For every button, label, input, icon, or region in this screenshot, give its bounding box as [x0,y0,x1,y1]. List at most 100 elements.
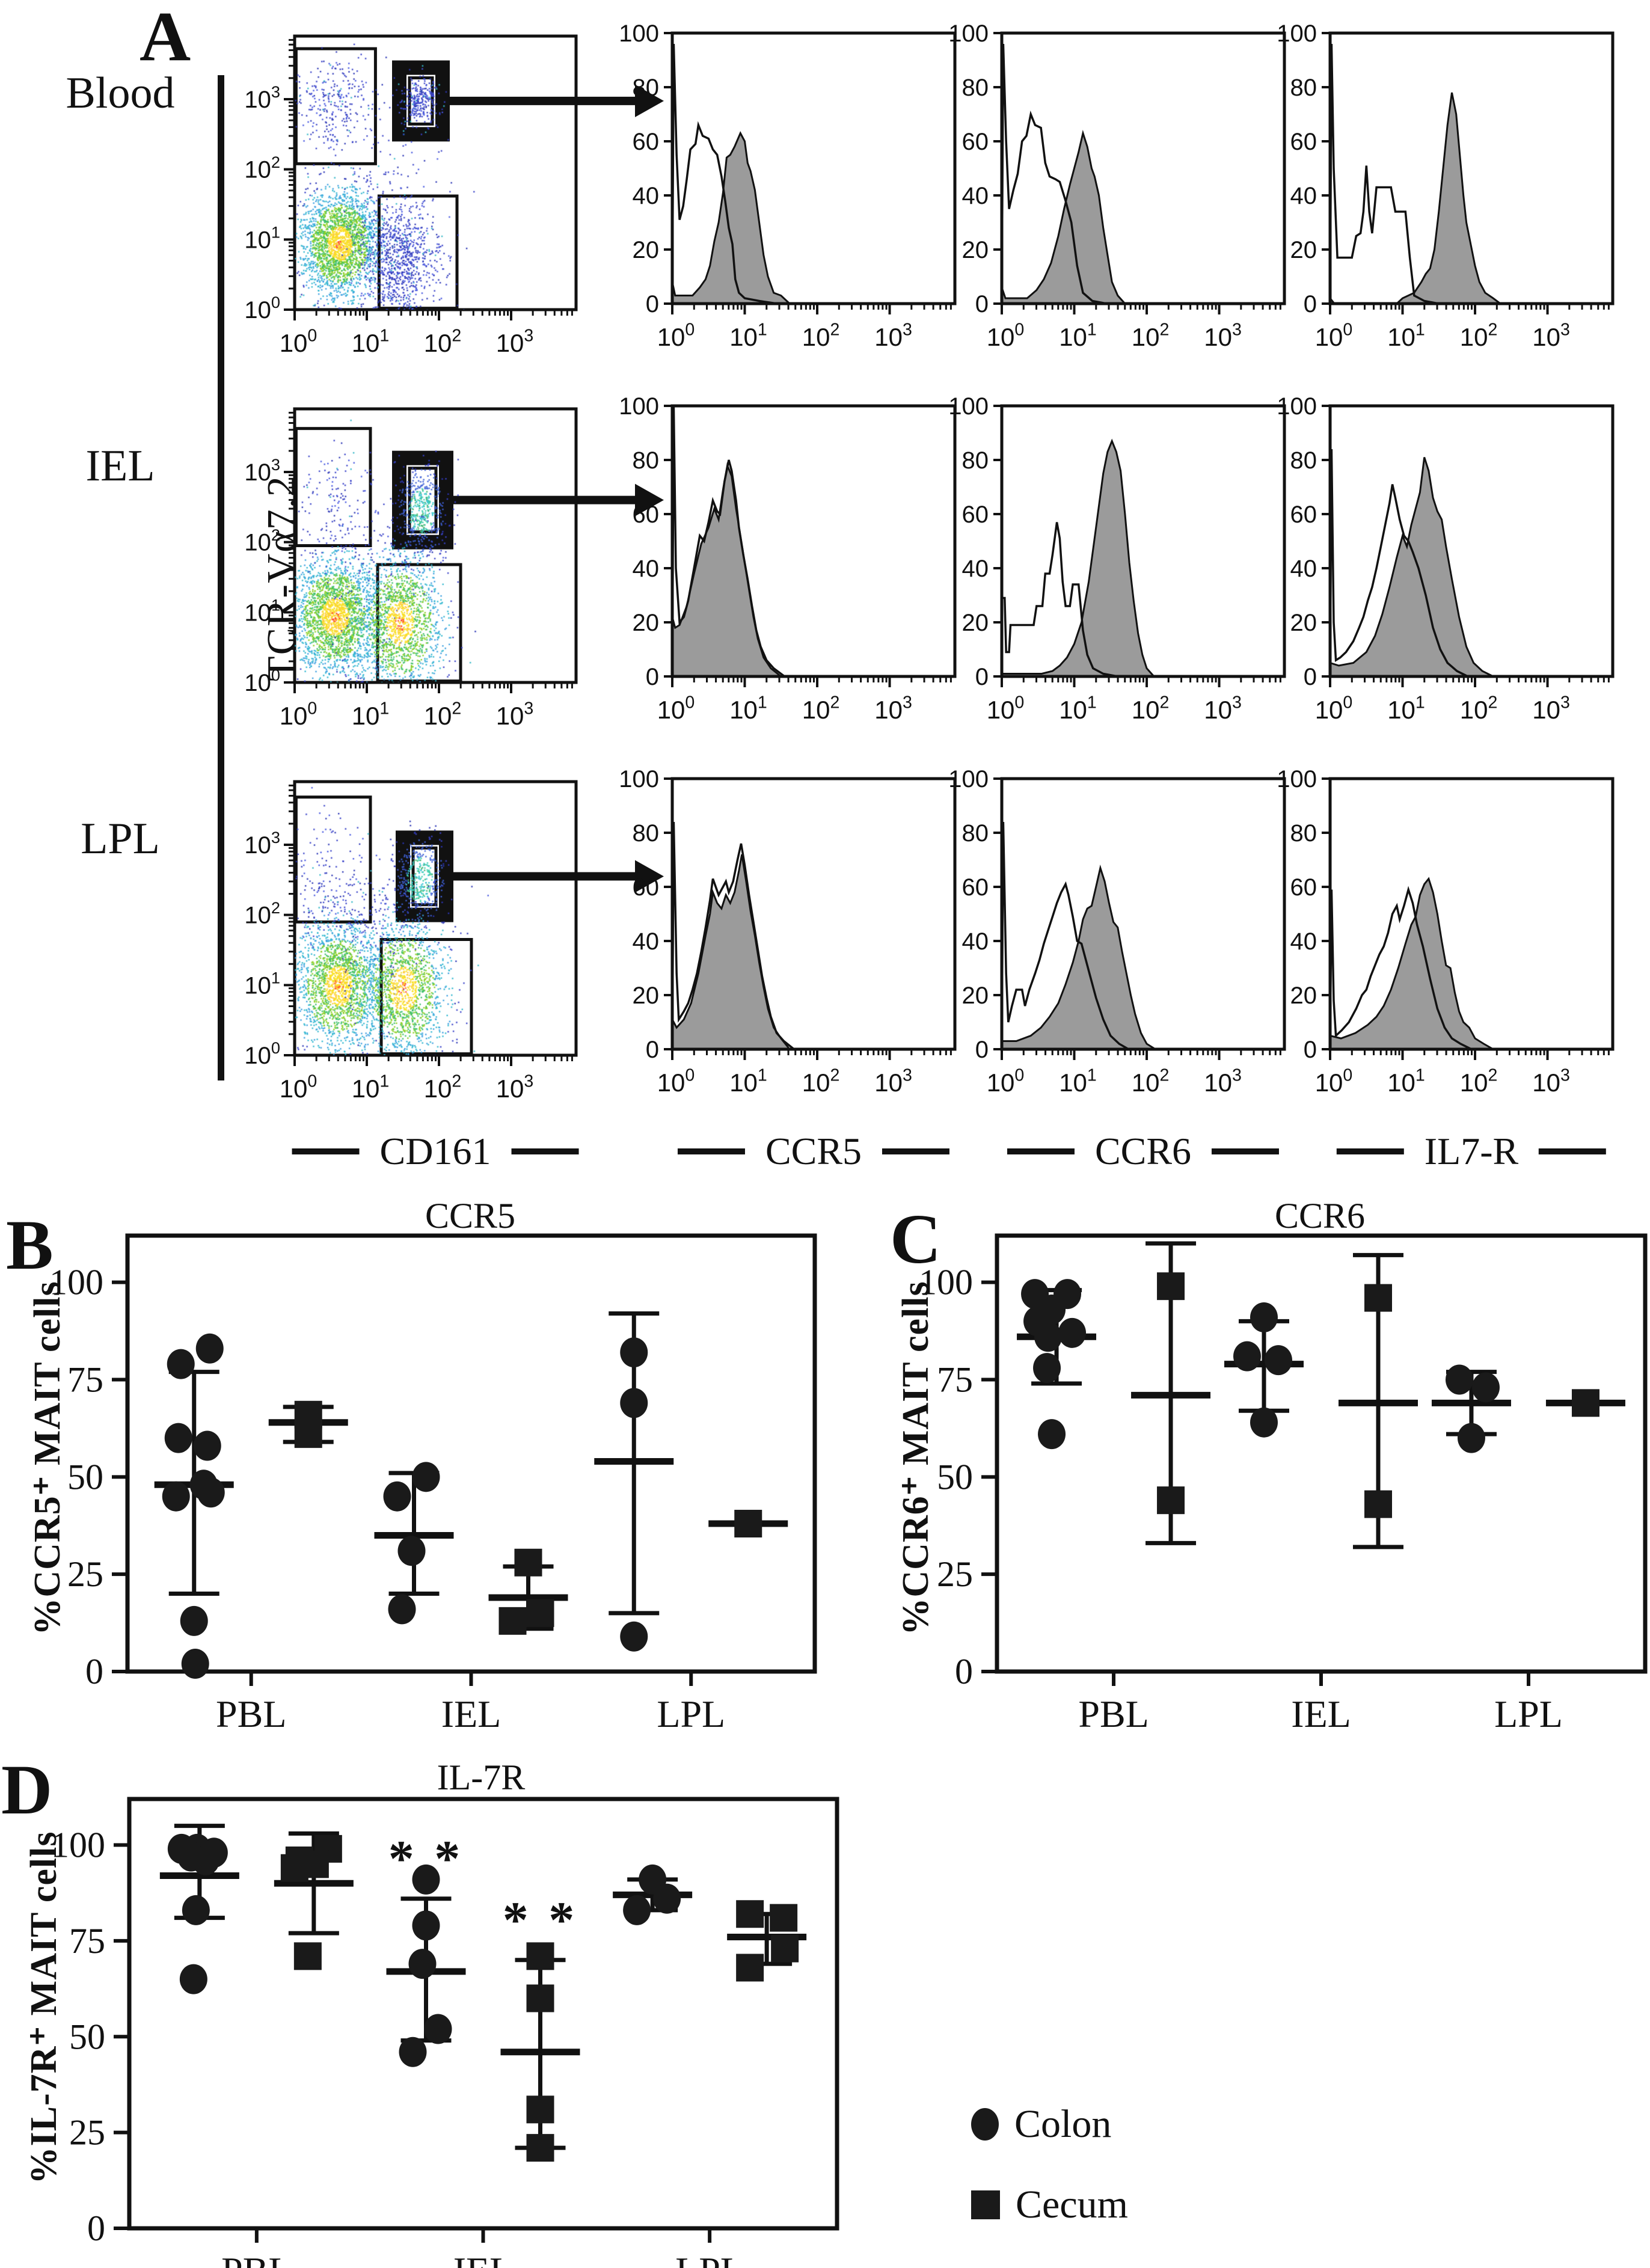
panels-b-c-plot: 0 25 50 75 100 PBL IEL LPL 0 25 50 75 100 PBL IEL LPL [49,1233,1648,1735]
svg-text:102: 102 [1460,1065,1498,1097]
hist-lpl-il7r-open [1329,886,1472,1050]
data-point-circle [1471,1372,1500,1403]
legend-item-cecum: Cecum [971,2182,1128,2228]
data-point-circle [1457,1423,1485,1453]
svg-text:102: 102 [802,1065,840,1097]
hist-lpl-ccr6-frame [1000,777,1286,1051]
x-category-pbl: PBL [221,2249,292,2268]
data-point-circle [164,1423,192,1453]
x-category-lpl: LPL [675,2249,744,2268]
hist-lpl-il7r-filled [1329,877,1497,1050]
svg-text:40: 40 [962,183,989,209]
svg-text:102: 102 [1132,693,1170,724]
svg-text:80: 80 [1290,75,1317,101]
hist-lpl-ccr5-x-axis: 100 101 102 103 [657,1049,952,1097]
svg-text:102: 102 [424,326,462,357]
data-point-circle [399,2037,427,2067]
hist-blood-ccr5-x-axis: 100 101 102 103 [657,304,952,351]
dot-x-axis-blood: 100 101 102 103 [280,310,573,357]
dash-right [511,1148,579,1154]
svg-text:101: 101 [1387,693,1425,724]
hist-iel-il7r-frame [1328,404,1615,678]
svg-text:40: 40 [1290,183,1317,209]
hist-blood-ccr5-open [671,43,777,305]
series-lpl-cecum [1545,1389,1625,1417]
svg-text:100: 100 [244,1038,280,1069]
svg-text:103: 103 [874,693,912,724]
y-tick-100: 100 [919,1263,973,1302]
svg-text:102: 102 [802,693,840,724]
data-point-square [526,2134,554,2162]
panel-d-group: 0 25 50 75 100 PBL IEL LPL * * * * [51,1797,839,2268]
svg-text:101: 101 [244,223,280,254]
y-tick-100: 100 [49,1263,103,1302]
data-point-circle [1250,1302,1278,1332]
series-pbl-cecum [274,1831,354,1970]
panel-c-letter: C [890,1200,942,1278]
panel-c-title: CCR6 [1274,1196,1366,1236]
hist-iel-ccr5-filled [671,462,784,678]
data-point-circle [1445,1364,1473,1395]
svg-text:100: 100 [619,20,659,47]
svg-text:103: 103 [244,455,280,486]
data-point-square [1364,1490,1392,1518]
hist-iel-il7r-x-axis: 100 101 102 103 [1315,676,1610,724]
svg-text:101: 101 [729,693,767,724]
panel-b-title: CCR5 [425,1196,516,1236]
y-tick-25: 25 [67,1554,103,1594]
data-point-square [526,1942,554,1970]
hist-iel-ccr6-x-axis: 100 101 102 103 [987,676,1281,724]
svg-text:100: 100 [1277,20,1317,47]
series-lpl-cecum [727,1900,807,1982]
svg-text:100: 100 [657,693,695,724]
hist-lpl-ccr6: 0 20 40 60 80 100 100 101 102 103 [948,766,1286,1097]
svg-text:20: 20 [962,982,989,1009]
svg-text:102: 102 [1132,320,1170,351]
dash-right [1539,1148,1607,1154]
data-point-square [736,1900,764,1928]
arrow-head-iel [635,483,664,516]
series-iel-colon [374,1462,454,1625]
svg-text:101: 101 [729,320,767,351]
svg-text:100: 100 [1315,1065,1353,1097]
y-tick-75: 75 [69,1921,105,1961]
y-tick-0: 0 [85,1652,103,1691]
data-point-circle [180,1605,208,1636]
data-point-circle [1038,1419,1066,1450]
legend: Colon Cecum [971,2101,1128,2263]
svg-text:101: 101 [1387,320,1425,351]
svg-text:102: 102 [424,1071,462,1103]
significance-marker: * * [503,1891,578,1949]
svg-text:101: 101 [244,969,280,999]
svg-text:101: 101 [352,326,390,357]
svg-text:103: 103 [874,1065,912,1097]
row-label-iel: IEL [85,441,155,491]
svg-text:80: 80 [962,820,989,847]
y-tick-0: 0 [955,1652,973,1691]
svg-text:0: 0 [1304,664,1317,690]
svg-text:100: 100 [1315,693,1353,724]
svg-text:20: 20 [633,237,660,263]
data-point-square [1157,1486,1185,1515]
svg-text:80: 80 [1290,820,1317,847]
svg-text:103: 103 [244,82,280,113]
svg-text:40: 40 [1290,556,1317,582]
svg-text:102: 102 [244,898,280,929]
svg-text:60: 60 [962,874,989,901]
y-tick-50: 50 [69,2017,105,2056]
data-point-square [294,1420,322,1448]
svg-text:103: 103 [1532,1065,1570,1097]
cecum-square-icon [971,2190,1000,2219]
data-point-circle [620,1621,648,1652]
series-pbl-cecum [268,1400,348,1448]
plot-frame-d [127,1797,839,2231]
svg-text:80: 80 [1290,447,1317,474]
marker-label-ccr6: CCR6 [1007,1129,1280,1174]
svg-text:100: 100 [948,393,989,420]
hist-iel-ccr5-open [671,405,785,678]
y-tick-25: 25 [937,1554,973,1594]
plot-frame-c [995,1233,1648,1674]
svg-text:101: 101 [244,596,280,627]
hist-lpl-ccr5: 0 20 40 60 80 100 100 101 102 103 [619,766,957,1097]
